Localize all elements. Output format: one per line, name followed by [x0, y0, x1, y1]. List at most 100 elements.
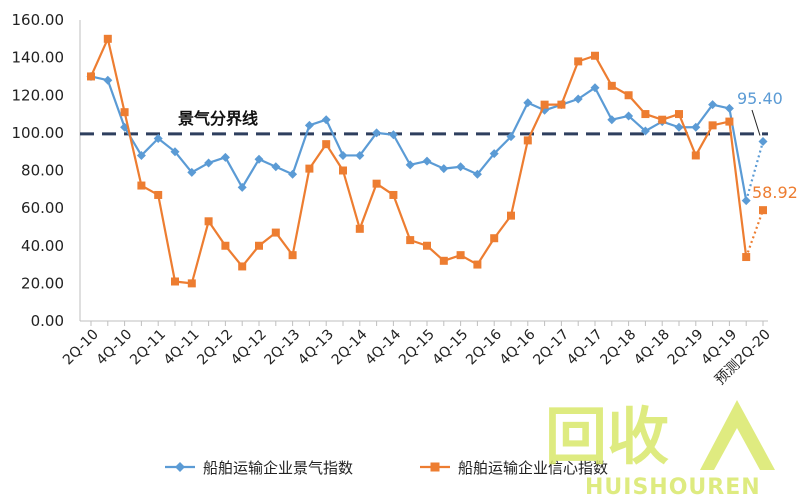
data-point: [742, 253, 751, 262]
legend-label: 船舶运输企业景气指数: [203, 459, 353, 477]
x-tick-label: 2Q-11: [127, 327, 169, 369]
data-point: [321, 115, 331, 125]
data-point: [355, 224, 364, 233]
data-point: [120, 108, 129, 117]
data-point: [590, 83, 600, 93]
data-point: [187, 279, 196, 288]
callout-series-1: 95.40: [737, 89, 783, 108]
data-point: [624, 111, 634, 121]
data-point: [472, 169, 482, 179]
data-point: [338, 150, 348, 160]
data-point: [389, 190, 398, 199]
reference-line-group: 景气分界线: [80, 109, 768, 136]
data-point: [355, 150, 365, 160]
data-point: [221, 241, 230, 250]
data-point: [120, 122, 130, 132]
data-point: [271, 162, 281, 172]
watermark-logo-text: 回收: [545, 400, 669, 473]
data-point: [288, 169, 298, 179]
x-tick-label: 2Q-14: [329, 326, 371, 368]
x-tick-label: 2Q-17: [530, 327, 572, 369]
x-tick-label: 4Q-11: [161, 327, 203, 369]
data-point: [439, 164, 449, 174]
x-tick-label: 4Q-17: [564, 327, 606, 369]
data-point: [573, 94, 583, 104]
data-point: [641, 110, 650, 119]
data-point: [658, 115, 667, 124]
legend-label: 船舶运输企业信心指数: [458, 459, 608, 477]
x-tick-label: 4Q-16: [497, 326, 539, 368]
y-tick-label: 140.00: [12, 49, 65, 67]
data-point: [204, 217, 213, 226]
data-point: [741, 196, 751, 206]
data-point: [372, 128, 382, 138]
y-tick-label: 60.00: [21, 199, 64, 217]
x-tick-label: 4Q-12: [228, 327, 270, 369]
axes: [79, 20, 768, 326]
data-point: [607, 115, 617, 125]
data-point: [523, 136, 532, 145]
data-point: [523, 98, 533, 108]
x-tick-label: 4Q-13: [295, 327, 337, 369]
series-line: [90, 75, 748, 201]
data-point: [691, 122, 701, 132]
y-axis-ticks: 0.00 20.00 40.00 60.00 80.00 100.00 120.00 140.…: [12, 11, 65, 330]
y-tick-label: 160.00: [12, 11, 65, 29]
data-point: [237, 182, 247, 192]
data-point: [456, 251, 465, 260]
data-point: [574, 57, 583, 66]
data-point: [507, 211, 515, 220]
data-point: [372, 179, 381, 188]
series-layer: [86, 34, 768, 288]
data-point: [640, 126, 650, 136]
series-forecast-line: [745, 209, 765, 258]
data-point: [136, 150, 146, 160]
data-point: [288, 251, 297, 260]
x-tick-label: 2Q-10: [60, 327, 102, 369]
data-point: [220, 152, 230, 162]
data-point: [675, 110, 683, 119]
x-tick-label: 4Q-14: [362, 326, 404, 368]
x-tick-label: 2Q-12: [194, 327, 236, 369]
x-tick-label: 2Q-18: [598, 327, 640, 369]
data-point: [422, 156, 432, 166]
callouts: 95.40 58.92: [737, 89, 798, 202]
x-tick-label: 2Q-19: [665, 327, 707, 369]
data-point: [759, 206, 767, 215]
y-tick-label: 100.00: [12, 124, 65, 142]
data-point: [271, 228, 280, 237]
x-axis-ticks: 2Q-104Q-102Q-114Q-112Q-124Q-122Q-134Q-13…: [60, 326, 774, 388]
data-point: [456, 162, 466, 172]
callout-series-2: 58.92: [752, 183, 798, 202]
watermark-logo-icon: [700, 400, 775, 470]
data-point: [489, 149, 499, 159]
data-point: [624, 91, 633, 100]
callout-leader: [751, 109, 761, 136]
data-point: [490, 234, 499, 243]
series-2: [87, 34, 767, 288]
x-tick-label: 4Q-18: [631, 327, 673, 369]
data-point: [708, 100, 718, 110]
data-point: [691, 151, 700, 160]
data-point: [170, 147, 180, 157]
data-point: [204, 158, 214, 168]
data-point: [255, 241, 263, 250]
data-point: [187, 167, 197, 177]
data-point: [137, 181, 146, 190]
watermark-logo-subtext: HUISHOUREN: [585, 475, 761, 500]
data-point: [305, 164, 314, 173]
data-point: [708, 121, 717, 130]
reference-line-label: 景气分界线: [178, 109, 258, 128]
y-tick-label: 0.00: [31, 312, 64, 330]
data-point: [304, 120, 314, 130]
data-point: [607, 81, 616, 90]
data-point: [423, 241, 431, 250]
y-tick-label: 20.00: [21, 274, 64, 292]
series-forecast-line: [745, 141, 765, 201]
y-tick-label: 40.00: [21, 237, 64, 255]
x-tick-label: 4Q-15: [430, 327, 472, 369]
series-1: [86, 71, 768, 206]
data-point: [388, 130, 398, 140]
